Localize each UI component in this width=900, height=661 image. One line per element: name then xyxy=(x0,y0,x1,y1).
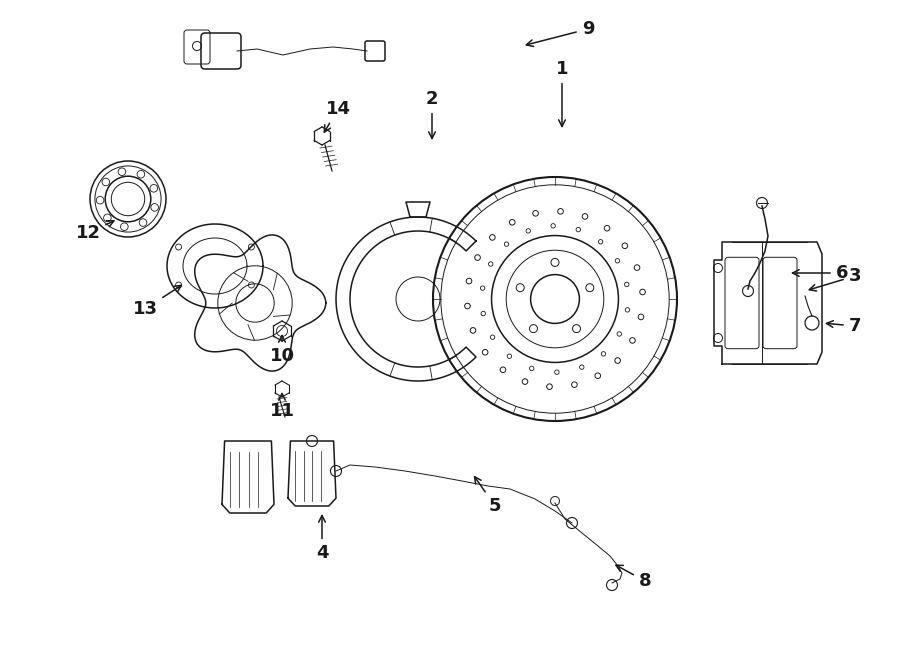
Text: 2: 2 xyxy=(426,90,438,139)
Text: 12: 12 xyxy=(76,221,114,242)
Text: 3: 3 xyxy=(809,267,861,291)
Text: 5: 5 xyxy=(474,477,501,515)
Text: 10: 10 xyxy=(269,336,294,365)
Text: 4: 4 xyxy=(316,516,328,562)
Text: 6: 6 xyxy=(793,264,848,282)
Text: 13: 13 xyxy=(132,286,181,318)
Text: 11: 11 xyxy=(269,393,294,420)
Text: 7: 7 xyxy=(826,317,861,335)
Text: 1: 1 xyxy=(556,60,568,126)
Text: 8: 8 xyxy=(616,565,652,590)
Text: 9: 9 xyxy=(526,20,594,46)
Text: 14: 14 xyxy=(324,100,350,132)
